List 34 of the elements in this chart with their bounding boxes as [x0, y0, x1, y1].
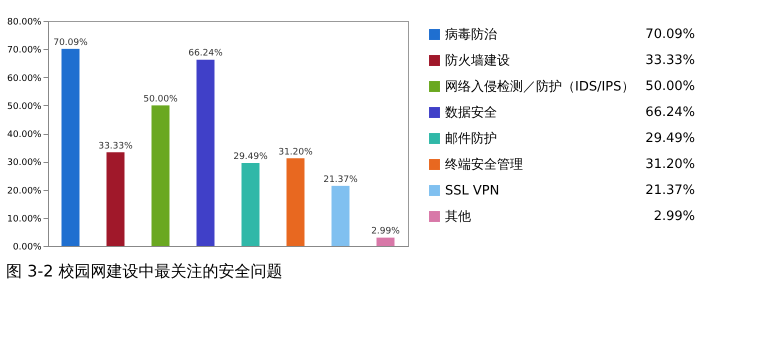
text: 21.37% — [645, 183, 695, 198]
text: 50.00% — [645, 79, 695, 94]
data-label: 29.49% — [233, 152, 268, 162]
text: 70.09% — [645, 27, 695, 42]
text: 2.99% — [654, 209, 695, 224]
y-tick-label: 0.00% — [12, 242, 42, 252]
y-tick-label: 50.00% — [7, 102, 42, 112]
data-label: 21.37% — [323, 174, 358, 185]
data-label: 31.20% — [278, 147, 314, 158]
y-tick-label: 70.00% — [7, 46, 42, 56]
legend-label: 防火墙建设 — [445, 54, 510, 68]
legend-label: 邮件防护 — [445, 132, 497, 146]
text: 31.20% — [645, 157, 695, 172]
y-tick-label: 30.00% — [7, 158, 42, 168]
y-tick-label: 10.00% — [7, 214, 42, 224]
data-label: 66.24% — [188, 48, 224, 59]
text: 33.33% — [645, 53, 695, 68]
data-label: 33.33% — [98, 141, 134, 152]
y-tick-label: 20.00% — [7, 186, 42, 196]
legend-label: 病毒防治 — [445, 28, 497, 42]
legend-label: 其他 — [445, 210, 471, 224]
legend-label: 终端安全管理 — [445, 156, 523, 172]
y-tick-label: 60.00% — [7, 74, 42, 84]
data-label: 50.00% — [143, 94, 178, 104]
y-tick-label: 80.00% — [7, 18, 42, 28]
text: 29.49% — [645, 131, 695, 146]
text: 66.24% — [645, 105, 695, 120]
data-label: 70.09% — [53, 38, 88, 48]
y-tick-label: 40.00% — [7, 130, 42, 140]
legend-label: 网络入侵检测／防护（IDS/IPS） — [445, 80, 634, 94]
legend-label: SSL VPN — [445, 184, 500, 198]
data-label: 2.99% — [371, 226, 400, 237]
text: 图 3-2 校园网建设中最关注的安全问题 — [6, 262, 282, 280]
legend-label: 数据安全 — [445, 104, 497, 120]
